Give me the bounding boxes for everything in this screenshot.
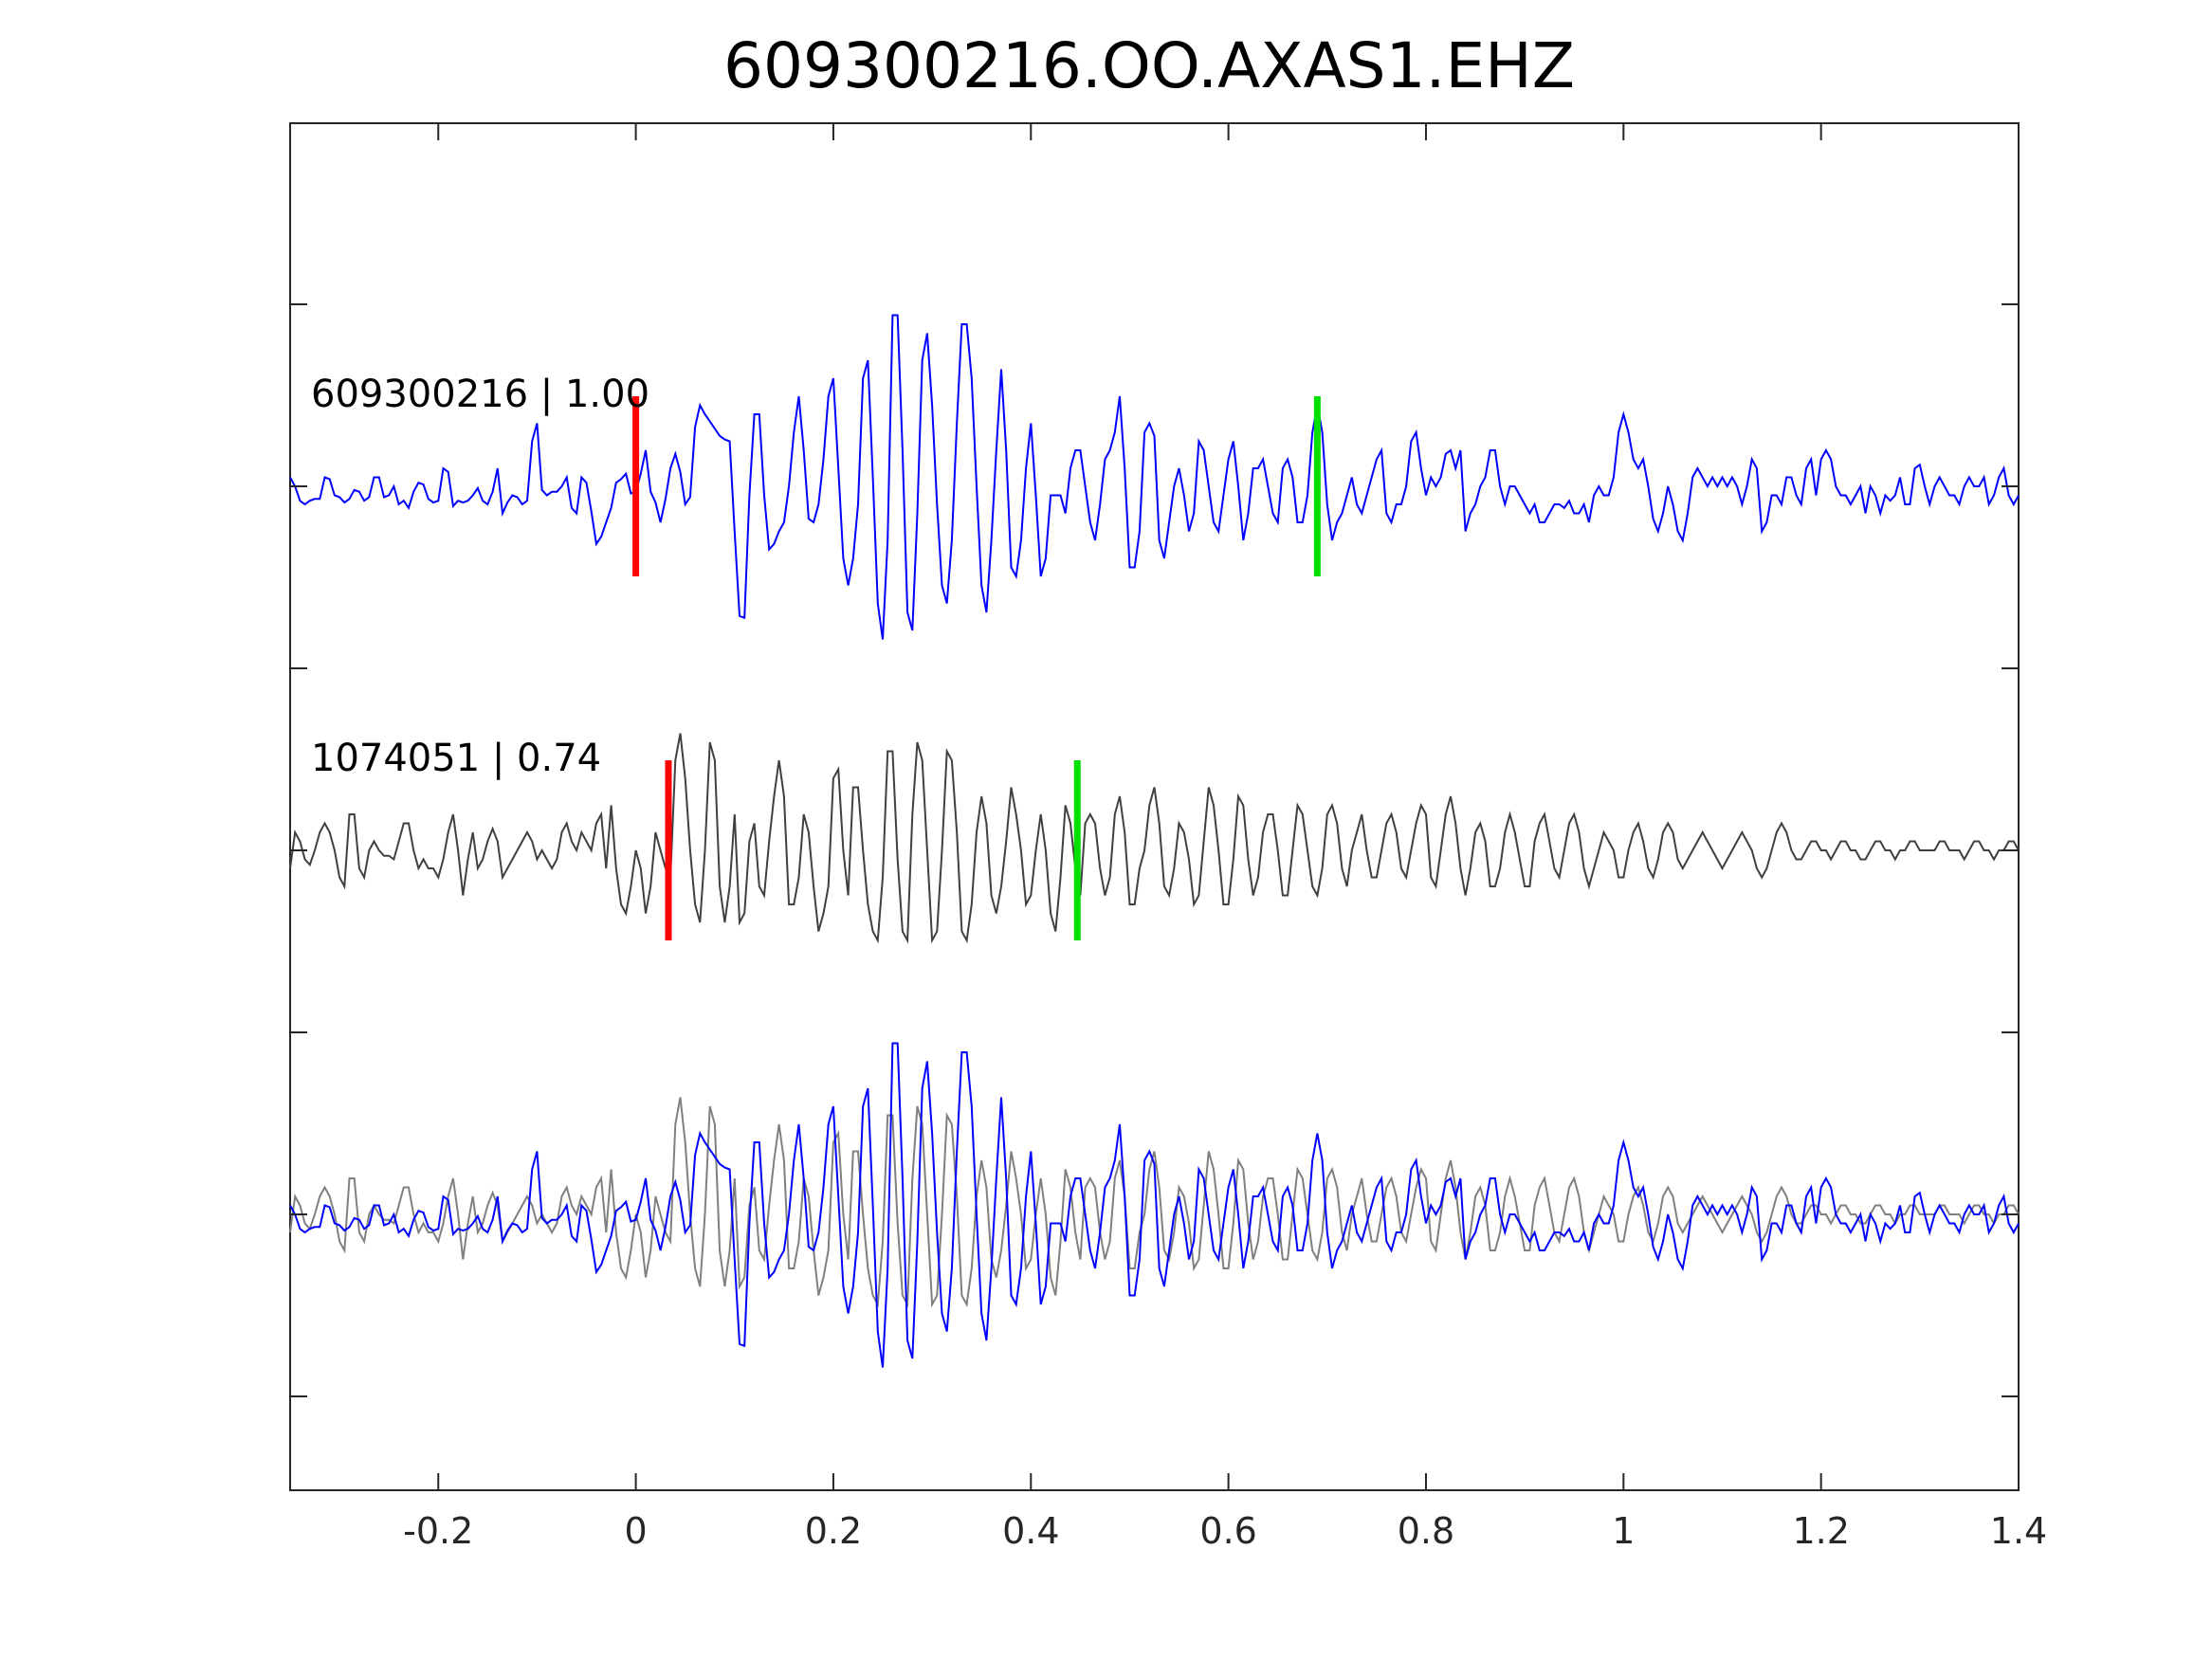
master-trace-label: 609300216 | 1.00 <box>311 373 649 416</box>
x-tick-label: 0.8 <box>1398 1510 1454 1552</box>
x-axis-ticks: -0.2 0 0.2 0.4 0.6 0.8 1 1.2 1.4 <box>403 123 2047 1552</box>
x-tick-label: 1 <box>1612 1510 1635 1552</box>
template-trace-label: 1074051 | 0.74 <box>311 737 601 780</box>
overlay-master-trace-line <box>289 1042 2020 1368</box>
trace-labels: 609300216 | 1.00 1074051 | 0.74 <box>311 373 649 780</box>
master-trace-line <box>289 314 2020 640</box>
x-tick-label: 1.4 <box>1990 1510 2047 1552</box>
x-tick-label: 0.2 <box>805 1510 862 1552</box>
axes-box <box>289 122 2020 1491</box>
x-tick-label: 0.6 <box>1199 1510 1256 1552</box>
x-tick-label: 0 <box>625 1510 648 1552</box>
x-tick-label: -0.2 <box>403 1510 473 1552</box>
plot-area: 609300216 | 1.00 1074051 | 0.74 <box>289 122 2020 1491</box>
overlay-template-trace-line <box>289 1097 2020 1308</box>
x-tick-label: 1.2 <box>1792 1510 1849 1552</box>
y-axis-ticks <box>290 303 2019 1397</box>
x-tick-label: 0.4 <box>1002 1510 1059 1552</box>
template-trace-line <box>289 733 2020 944</box>
phase-picks <box>632 396 1321 940</box>
chart-title: 609300216.OO.AXAS1.EHZ <box>723 29 1575 102</box>
traces <box>289 314 2020 1368</box>
